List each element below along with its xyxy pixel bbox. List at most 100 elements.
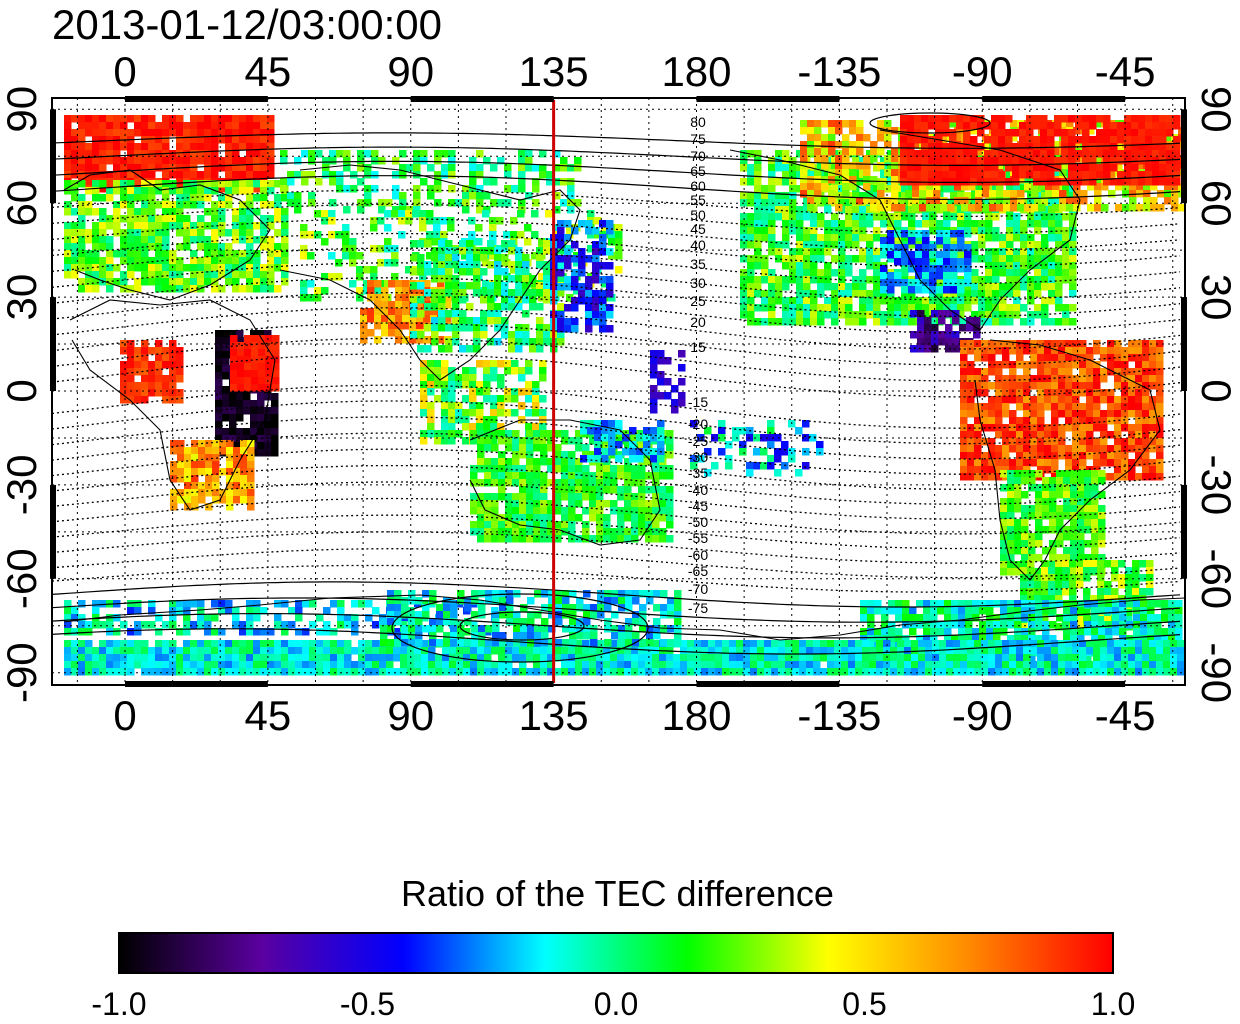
tec-cell [1034,262,1042,270]
tec-cell [863,183,871,191]
tec-cell [880,286,888,294]
tec-cell [835,141,843,149]
tec-cell [1051,382,1059,390]
tec-cell [789,304,797,312]
tec-cell [455,374,463,382]
tec-cell [427,192,435,200]
tec-cell [176,278,184,286]
tec-cell [831,318,839,326]
tec-cell [155,201,163,209]
tec-cell [416,315,424,323]
tec-cell [998,129,1006,137]
tec-cell [610,535,618,543]
tec-cell [395,329,403,337]
tec-cell [260,187,268,195]
tec-cell [272,342,280,350]
tec-cell [190,143,198,151]
tec-cell [469,164,477,172]
tec-cell [504,367,512,375]
tec-cell [533,479,541,487]
tec-cell [204,157,212,165]
tec-cell [378,206,386,214]
tec-cell [169,115,177,123]
tec-cell [1080,190,1088,198]
tec-cell [501,324,509,332]
tec-cell [1058,389,1066,397]
tec-cell [943,251,951,259]
tec-cell [1069,255,1077,263]
tec-cell [615,252,623,260]
tec-cell [420,409,428,417]
tec-cell [894,311,902,319]
tec-cell [1062,276,1070,284]
tec-cell [1089,164,1097,172]
tec-cell [817,241,825,249]
tec-cell [518,157,526,165]
tec-cell [928,122,936,130]
tec-cell [935,157,943,165]
tec-cell [824,262,832,270]
tec-cell [237,384,245,392]
tec-cell [849,127,857,135]
tec-cell [767,427,775,435]
tec-cell [417,296,425,304]
tec-cell [525,192,533,200]
tec-cell [782,234,790,242]
tec-cell [999,262,1007,270]
tec-cell [232,122,240,130]
tec-cell [603,535,611,543]
tec-cell [410,240,418,248]
tec-cell [427,402,435,410]
tec-cell [469,178,477,186]
tec-cell [1103,136,1111,144]
tec-cell [225,187,233,195]
tec-cell [267,129,275,137]
tec-cell [1086,354,1094,362]
tec-cell [1124,136,1132,144]
tec-cell [519,437,527,445]
tec-cell [127,236,135,244]
tec-cell [477,458,485,466]
tec-cell [384,238,392,246]
tec-cell [891,169,899,177]
tec-cell [907,122,915,130]
tec-cell [1055,276,1063,284]
tec-cell [267,115,275,123]
tec-cell [557,261,565,269]
tec-cell [991,136,999,144]
tec-cell [796,269,804,277]
tec-cell [753,448,761,456]
tec-cell [1131,150,1139,158]
tec-cell [929,265,937,273]
tec-cell [246,250,254,258]
tec-cell [155,368,163,376]
tec-cell [141,361,149,369]
tec-cell [1079,431,1087,439]
tec-cell [754,171,762,179]
tec-cell [1069,262,1077,270]
tec-cell [504,360,512,368]
tec-cell [1027,318,1035,326]
tec-cell [441,388,449,396]
tec-cell [452,310,460,318]
tec-cell [232,157,240,165]
tec-cell [608,231,616,239]
tec-cell [775,255,783,263]
tec-cell [821,148,829,156]
tec-cell [995,382,1003,390]
tec-cell [1062,213,1070,221]
tec-cell [239,136,247,144]
tec-cell [900,171,908,179]
tec-cell [141,389,149,397]
tec-cell [388,315,396,323]
tec-cell [85,187,93,195]
tec-cell [204,187,212,195]
tec-cell [578,248,586,256]
tec-cell [260,171,268,179]
tec-cell [664,392,672,400]
tec-cell [568,451,576,459]
tec-cell [589,472,597,480]
tec-cell [477,514,485,522]
tec-cell [183,129,191,137]
tec-cell [977,171,985,179]
